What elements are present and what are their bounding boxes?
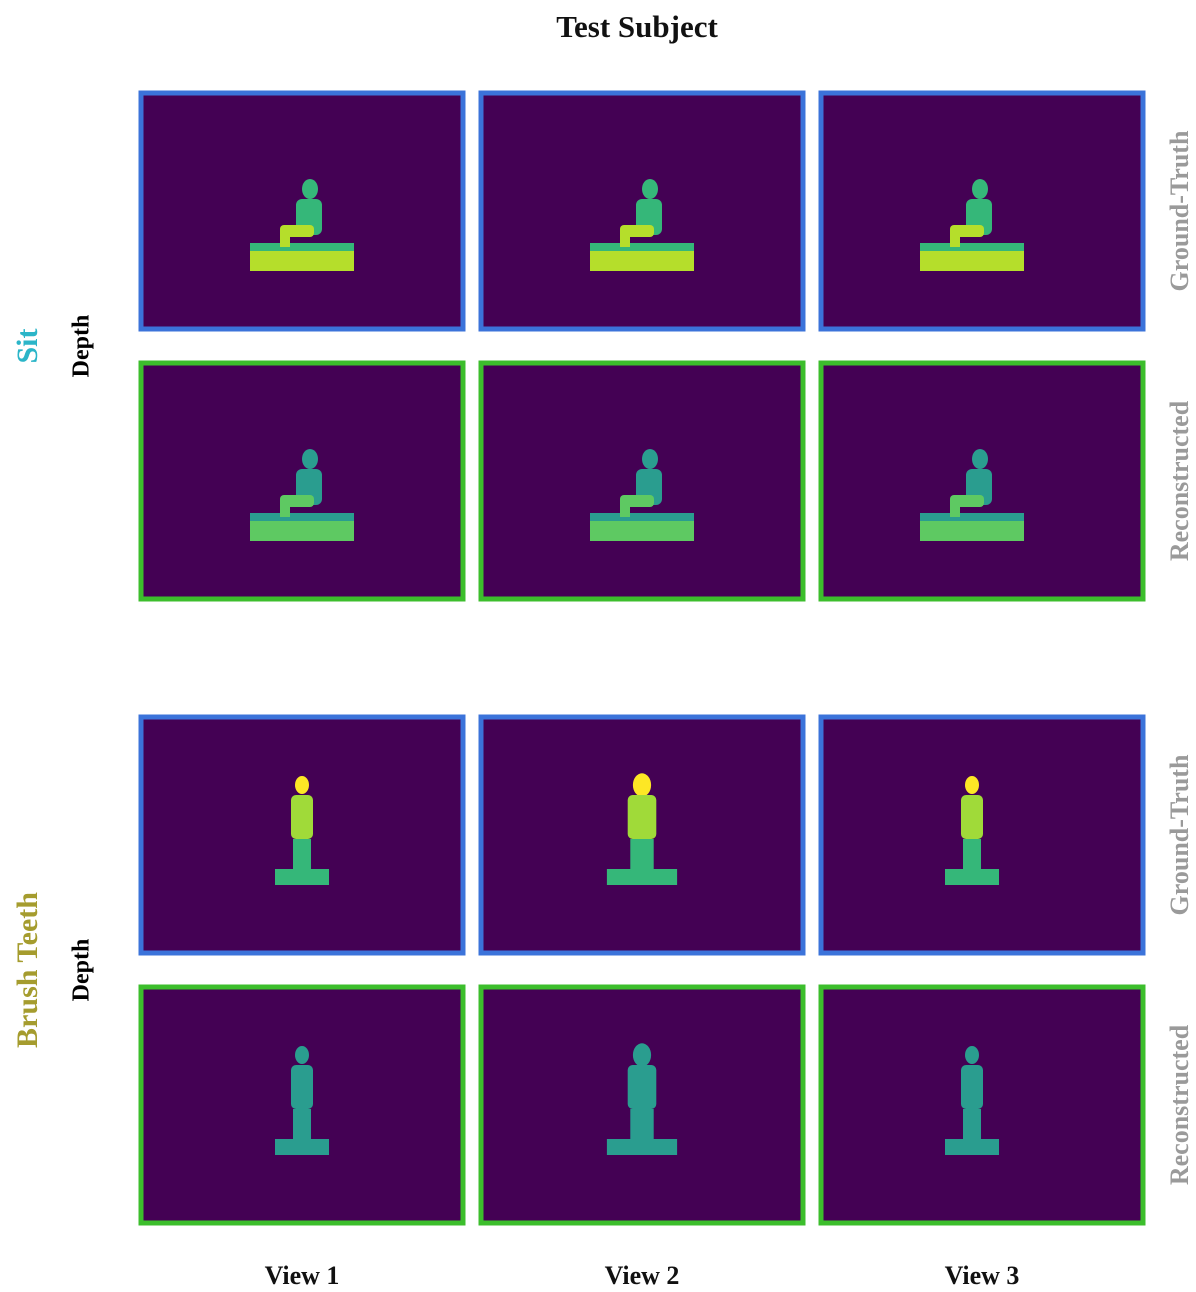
shin <box>950 501 960 517</box>
platform-top <box>920 243 1024 251</box>
head <box>302 179 318 199</box>
head <box>965 776 979 794</box>
shin <box>620 231 630 247</box>
platform-top <box>590 243 694 251</box>
platform <box>275 869 329 885</box>
head <box>972 449 988 469</box>
shin <box>280 501 290 517</box>
head <box>302 449 318 469</box>
depth-panel <box>821 987 1143 1223</box>
action-label: Brush Teeth <box>11 892 44 1048</box>
platform-top <box>250 243 354 251</box>
depth-panel <box>141 987 463 1223</box>
head <box>642 449 658 469</box>
column-label: View 1 <box>265 1261 340 1290</box>
depth-panel <box>821 363 1143 599</box>
torso <box>628 795 657 839</box>
modality-label: Depth <box>69 315 95 378</box>
depth-panel <box>481 717 803 953</box>
depth-panel <box>481 987 803 1223</box>
depth-panel <box>481 93 803 329</box>
torso <box>291 795 313 839</box>
row-label: Ground-Truth <box>1165 754 1194 915</box>
platform <box>607 869 677 885</box>
depth-panel <box>821 93 1143 329</box>
legs <box>293 1109 311 1141</box>
column-label: View 3 <box>945 1261 1020 1290</box>
shin <box>950 231 960 247</box>
figure-title: Test Subject <box>556 9 718 44</box>
head <box>965 1046 979 1064</box>
platform-top <box>250 513 354 521</box>
depth-panel <box>481 363 803 599</box>
legs <box>963 1109 981 1141</box>
head <box>972 179 988 199</box>
figure: Test Subject Sit Depth Ground-Truth Reconst… <box>0 0 1196 1292</box>
platform-top <box>920 513 1024 521</box>
shin <box>280 231 290 247</box>
platform <box>607 1139 677 1155</box>
legs <box>630 1109 653 1141</box>
platform-top <box>590 513 694 521</box>
head <box>642 179 658 199</box>
head <box>295 1046 309 1064</box>
legs <box>293 839 311 871</box>
platform <box>275 1139 329 1155</box>
torso <box>961 1065 983 1109</box>
torso <box>291 1065 313 1109</box>
legs <box>630 839 653 871</box>
action-label: Sit <box>11 328 44 363</box>
head <box>295 776 309 794</box>
platform <box>945 1139 999 1155</box>
platform <box>945 869 999 885</box>
head <box>633 773 651 796</box>
modality-label: Depth <box>69 939 95 1002</box>
depth-panel <box>141 93 463 329</box>
legs <box>963 839 981 871</box>
head <box>633 1043 651 1066</box>
row-label: Ground-Truth <box>1165 130 1194 291</box>
column-label: View 2 <box>605 1261 680 1290</box>
torso <box>628 1065 657 1109</box>
row-label: Reconstructed <box>1165 400 1194 561</box>
depth-panel <box>141 717 463 953</box>
torso <box>961 795 983 839</box>
depth-panel <box>141 363 463 599</box>
shin <box>620 501 630 517</box>
depth-panel <box>821 717 1143 953</box>
row-label: Reconstructed <box>1165 1024 1194 1185</box>
